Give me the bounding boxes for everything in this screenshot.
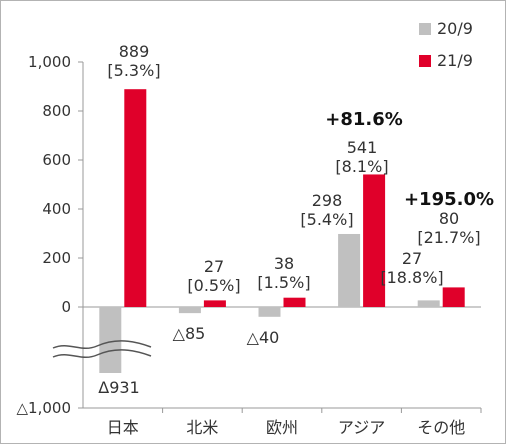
bar-21-9 [283,297,306,307]
category-label: 北米 [186,418,218,437]
y-tick-label: 400 [42,200,71,218]
data-label-20-9: △85 [173,324,206,343]
legend-swatch [419,23,431,35]
bars-group [52,89,465,373]
legend-label: 20/9 [437,19,473,38]
y-tick-label: 800 [42,102,71,120]
y-tick-label: 0 [61,298,71,316]
data-label-20-9: △40 [247,328,280,347]
axis-break-mark [52,340,152,350]
growth-annotation: +195.0% [404,189,494,210]
category-label: 欧州 [266,418,298,437]
legend-label: 21/9 [437,51,473,70]
y-tick-label: 200 [42,249,71,267]
legend: 20/9 21/9 [419,19,473,70]
bar-20-9 [417,300,440,307]
data-label-20-9: Δ931 [98,378,139,397]
data-label-21-9: 80 [21.7%] [417,209,480,247]
data-label-21-9: 27 [0.5%] [187,257,240,295]
bar-20-9 [99,307,122,373]
bar-21-9 [363,174,386,307]
axes-group: 1,000 800 600 400 200 0 △1,000 日本 北米 欧州 アジア その他 [17,53,482,437]
y-tick-label: 600 [42,151,71,169]
labels-group: 889 [5.3%] 27 [0.5%] 38 [1.5%] 541 [8.1%] 80 [21.… [98,42,494,397]
bar-20-9 [178,307,201,314]
data-label-21-9: 889 [5.3%] [107,42,160,80]
bar-20-9 [338,233,361,307]
bar-21-9 [442,287,465,307]
category-label: その他 [417,418,465,437]
category-label: 日本 [107,418,139,437]
axis-break-mark [52,349,152,359]
data-label-20-9: 27 [18.8%] [380,249,443,287]
data-label-21-9: 541 [8.1%] [335,138,388,176]
category-label: アジア [338,418,385,437]
data-label-21-9: 38 [1.5%] [257,254,310,292]
legend-swatch [419,55,431,67]
y-tick-label: △1,000 [17,399,71,417]
bar-21-9 [124,89,147,307]
y-tick-label: 1,000 [28,53,71,71]
growth-annotation: +81.6% [325,109,403,130]
data-label-20-9: 298 [5.4%] [300,191,353,229]
bar-20-9 [258,307,281,317]
bar-21-9 [203,300,226,307]
